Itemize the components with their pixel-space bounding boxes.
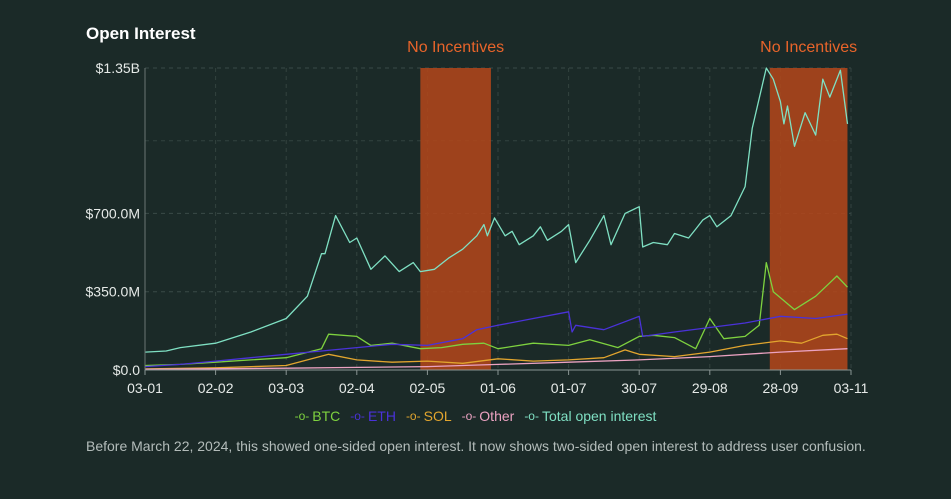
legend-label: BTC [312,408,341,424]
series-line-sol [144,333,848,370]
legend-item-btc[interactable]: -o- BTC [295,408,341,424]
x-tick-label-3: 02-04 [339,380,375,396]
x-tick-label-1: 02-02 [198,380,234,396]
shaded-region-0 [420,68,491,370]
axes: $0.0 $350.0M $700.0M $1.35B 03-01 02-02 03-03 0… [86,60,869,396]
legend-label: ETH [367,408,396,424]
x-tick-label-5: 01-06 [480,380,516,396]
x-tick-label-7: 30-07 [621,380,657,396]
x-tick-label-2: 03-03 [268,380,304,396]
shaded-region-1 [769,68,848,370]
series-lines [144,67,849,370]
x-tick-label-8: 29-08 [692,380,728,396]
legend: -o- BTC -o- ETH -o- SOL -o- Other -o- Total open … [0,408,951,424]
legend-marker-icon: -o- [405,409,421,423]
series-line-total-open-interest [144,67,849,353]
legend-marker-icon: -o- [461,409,477,423]
legend-item-eth[interactable]: -o- ETH [350,408,396,424]
shaded-region-label-0: No Incentives [407,39,504,56]
chart-title: Open Interest [86,24,196,43]
legend-marker-icon: -o- [350,409,365,423]
x-tick-label-9: 28-09 [762,380,798,396]
x-tick-label-4: 02-05 [409,380,445,396]
legend-item-other[interactable]: -o- Other [462,408,515,424]
x-tick-label-6: 01-07 [551,380,587,396]
x-tick-label-0: 03-01 [127,380,163,396]
legend-label: Other [479,408,515,424]
shaded-region-label-1: No Incentives [760,39,857,56]
footnote: Before March 22, 2024, this showed one-s… [86,438,866,454]
y-tick-label-2: $700.0M [86,205,140,221]
legend-marker-icon: -o- [524,409,539,423]
legend-label: Total open interest [541,408,657,424]
series-line-eth [144,311,848,368]
y-tick-label-0: $0.0 [113,362,140,378]
legend-item-total-open-interest[interactable]: -o- Total open interest [524,408,656,424]
y-tick-label-1: $350.0M [86,284,140,300]
legend-marker-icon: -o- [294,409,310,423]
legend-item-sol[interactable]: -o- SOL [406,408,452,424]
x-tick-label-10: 03-11 [834,380,869,396]
legend-label: SOL [423,408,452,424]
series-line-btc [144,261,848,367]
series-line-other [144,348,848,370]
shaded-regions: No Incentives No Incentives [407,39,857,370]
y-tick-label-3: $1.35B [96,60,140,76]
open-interest-chart: No Incentives No Incentives $0.0 $350.0M $7… [86,39,869,396]
